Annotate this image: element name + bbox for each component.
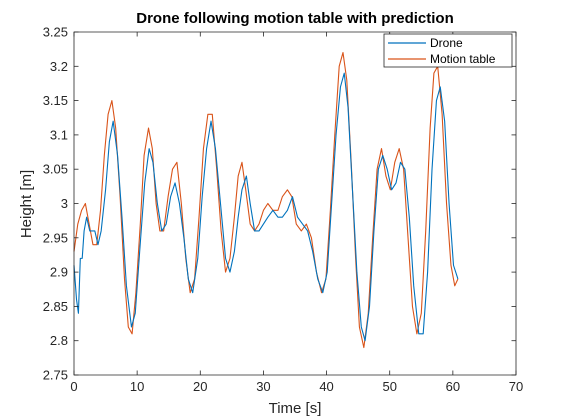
y-tick-label: 3.05 bbox=[43, 162, 68, 177]
chart-title: Drone following motion table with predic… bbox=[136, 10, 453, 27]
y-tick-label: 2.8 bbox=[50, 333, 68, 348]
legend-label-drone: Drone bbox=[430, 36, 463, 50]
x-tick-label: 40 bbox=[319, 379, 333, 394]
y-axis-ticks: 2.75 2.8 2.85 2.9 2.95 3 3.05 3.1 3.15 3.2 3.25 bbox=[43, 25, 516, 383]
y-tick-label: 3.2 bbox=[50, 59, 68, 74]
legend-box bbox=[383, 33, 513, 68]
y-tick-label: 3 bbox=[61, 196, 68, 211]
series-line-motion-table bbox=[73, 52, 459, 349]
x-tick-label: 70 bbox=[509, 379, 523, 394]
x-axis-ticks: 0 10 20 30 40 50 60 70 bbox=[70, 32, 523, 394]
y-tick-label: 3.1 bbox=[50, 127, 68, 142]
y-tick-label: 2.95 bbox=[43, 230, 68, 245]
y-tick-label: 2.85 bbox=[43, 299, 68, 314]
x-tick-label: 50 bbox=[382, 379, 396, 394]
x-tick-label: 60 bbox=[446, 379, 460, 394]
x-tick-label: 30 bbox=[256, 379, 270, 394]
x-tick-label: 0 bbox=[70, 379, 77, 394]
series-layer bbox=[73, 52, 459, 349]
y-tick-label: 2.75 bbox=[43, 368, 68, 383]
x-tick-label: 20 bbox=[193, 379, 207, 394]
legend: Drone Motion table bbox=[383, 33, 513, 68]
series-line-drone bbox=[73, 72, 459, 342]
plot-area bbox=[74, 32, 516, 375]
x-axis-label: Time [s] bbox=[269, 400, 322, 417]
y-tick-label: 2.9 bbox=[50, 265, 68, 280]
y-tick-label: 3.15 bbox=[43, 93, 68, 108]
legend-label-motion-table: Motion table bbox=[430, 52, 496, 66]
y-tick-label: 3.25 bbox=[43, 25, 68, 40]
x-tick-label: 10 bbox=[130, 379, 144, 394]
y-axis-label: Height [m] bbox=[18, 170, 35, 238]
